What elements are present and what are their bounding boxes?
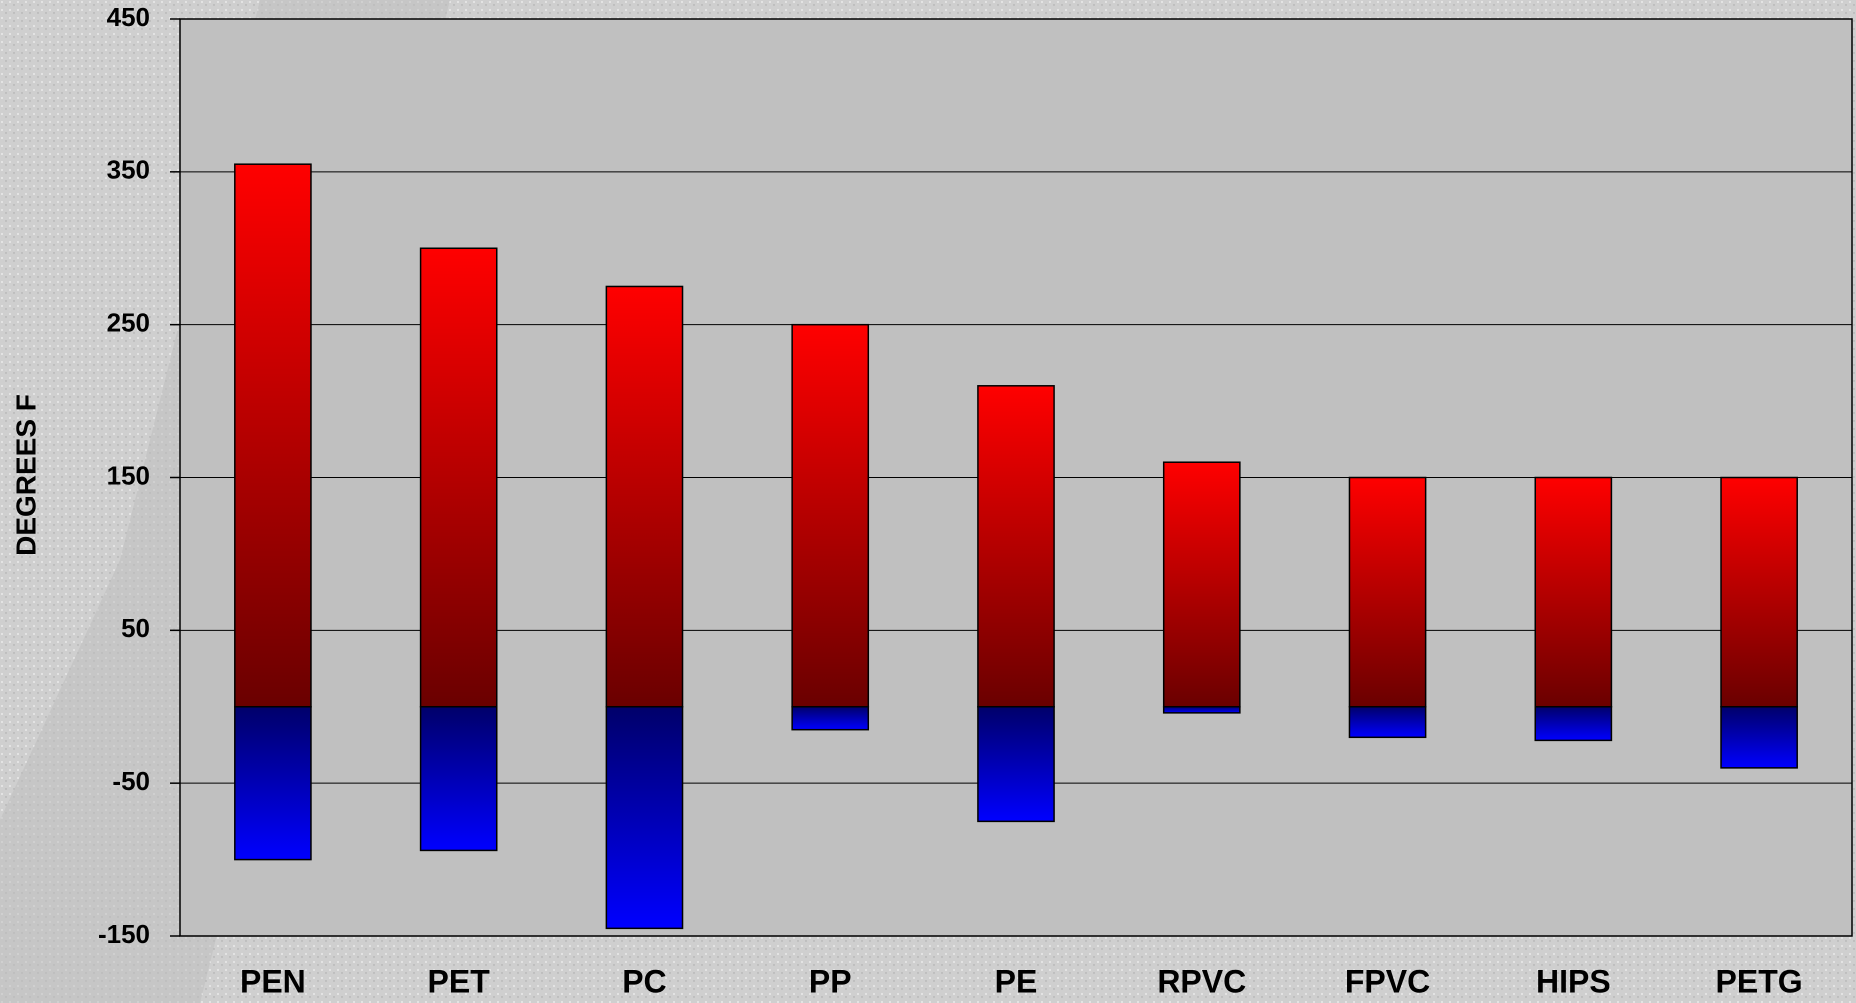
bar	[605, 285, 684, 708]
bar	[234, 706, 312, 861]
x-tick-label: RPVC	[1157, 963, 1246, 999]
y-tick-label: 350	[107, 155, 150, 185]
bar	[419, 247, 498, 708]
bar	[791, 323, 870, 708]
bar	[977, 385, 1055, 708]
x-tick-label: PEN	[240, 963, 306, 999]
bar	[1162, 461, 1241, 708]
bar	[419, 706, 498, 852]
bar	[1720, 476, 1798, 708]
bar	[1162, 706, 1241, 714]
bar	[1534, 476, 1613, 708]
bar	[1348, 476, 1427, 708]
bar	[791, 706, 870, 731]
x-tick-label: PET	[428, 963, 491, 999]
y-tick-label: -150	[98, 919, 150, 949]
x-tick-label: PP	[809, 963, 852, 999]
y-tick-label: 50	[121, 613, 150, 643]
bar	[605, 706, 684, 930]
x-tick-label: HIPS	[1536, 963, 1611, 999]
x-tick-label: PE	[995, 963, 1038, 999]
bar	[1348, 706, 1427, 739]
y-axis-label: DEGREES F	[10, 394, 41, 556]
x-tick-label: PETG	[1716, 963, 1803, 999]
bar	[234, 163, 312, 708]
bar	[1534, 706, 1613, 742]
y-tick-label: 150	[107, 460, 150, 490]
x-tick-label: FPVC	[1345, 963, 1430, 999]
y-tick-label: 250	[107, 308, 150, 338]
y-tick-label: 450	[107, 2, 150, 32]
bar	[977, 706, 1055, 823]
y-tick-label: -50	[112, 766, 150, 796]
bar	[1720, 706, 1798, 769]
x-tick-label: PC	[622, 963, 666, 999]
